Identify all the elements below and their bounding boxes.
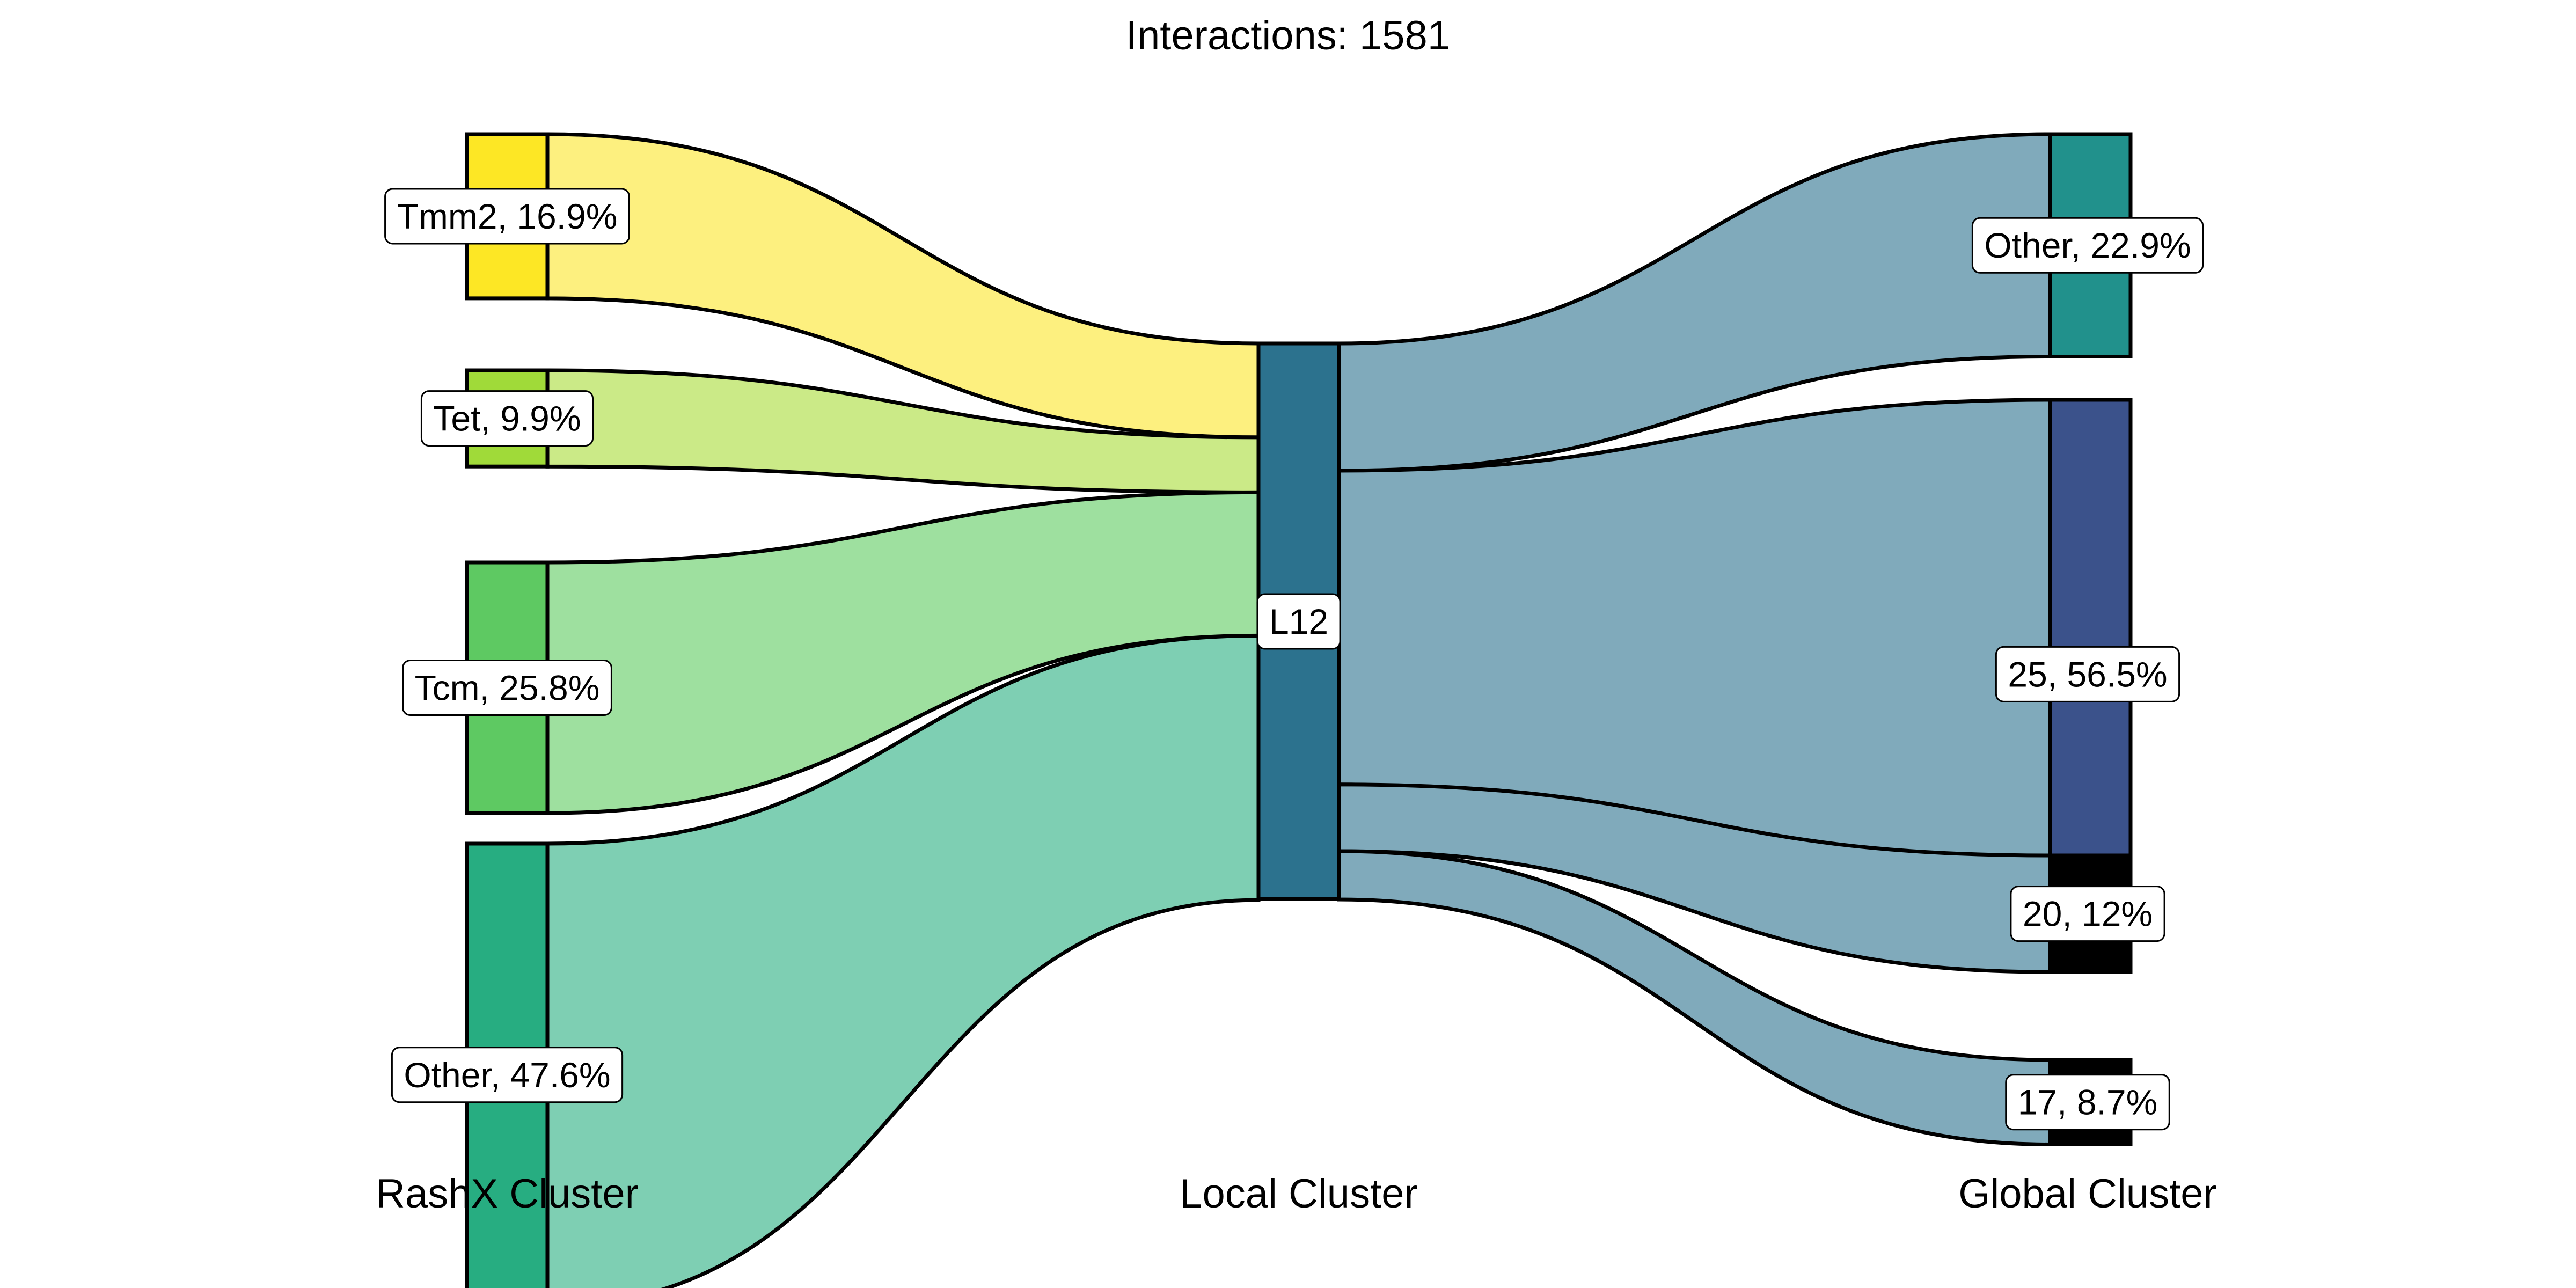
node-label-text: 17, 8.7% bbox=[2018, 1082, 2158, 1122]
node-label-box bbox=[420, 390, 594, 447]
chart-title: Interactions: 1581 bbox=[1126, 13, 1450, 58]
node-label-l12: L12 bbox=[1256, 593, 1341, 650]
flow-ribbon-other-left-to-l12 bbox=[545, 633, 1261, 1288]
node-label-box bbox=[1256, 593, 1341, 650]
node-label-box bbox=[1995, 646, 2180, 702]
node-label-tcm: Tcm, 25.8% bbox=[402, 659, 612, 716]
node-label-17: 17, 8.7% bbox=[2005, 1074, 2170, 1131]
label-group: Tmm2, 16.9% Tet, 9.9% Tcm, 25.8% Other, 47.… bbox=[384, 188, 2204, 1131]
node-label-other-left: Other, 47.6% bbox=[391, 1046, 624, 1103]
axis-title-middle: Local Cluster bbox=[1180, 1171, 1418, 1217]
node-label-box bbox=[1971, 217, 2204, 274]
node-label-box bbox=[2005, 1074, 2170, 1131]
node-label-text: Tmm2, 16.9% bbox=[397, 196, 618, 236]
node-label-box bbox=[2010, 885, 2165, 942]
node-label-text: Tet, 9.9% bbox=[433, 399, 581, 438]
node-label-box bbox=[402, 659, 612, 716]
node-label-20: 20, 12% bbox=[2010, 885, 2165, 942]
node-label-tet: Tet, 9.9% bbox=[420, 390, 594, 447]
node-label-box bbox=[384, 188, 630, 245]
node-label-text: Other, 22.9% bbox=[1984, 225, 2191, 265]
node-label-text: 25, 56.5% bbox=[2008, 654, 2167, 694]
node-label-other-right: Other, 22.9% bbox=[1971, 217, 2204, 274]
node-label-box bbox=[391, 1046, 624, 1103]
node-label-text: Other, 47.6% bbox=[404, 1055, 610, 1095]
node-label-tmm2: Tmm2, 16.9% bbox=[384, 188, 630, 245]
node-label-text: Tcm, 25.8% bbox=[415, 668, 600, 707]
node-label-text: L12 bbox=[1269, 602, 1328, 641]
axis-title-left: RashX Cluster bbox=[376, 1171, 639, 1217]
node-label-text: 20, 12% bbox=[2023, 894, 2153, 934]
axis-title-right: Global Cluster bbox=[1958, 1171, 2217, 1217]
node-label-25: 25, 56.5% bbox=[1995, 646, 2180, 702]
